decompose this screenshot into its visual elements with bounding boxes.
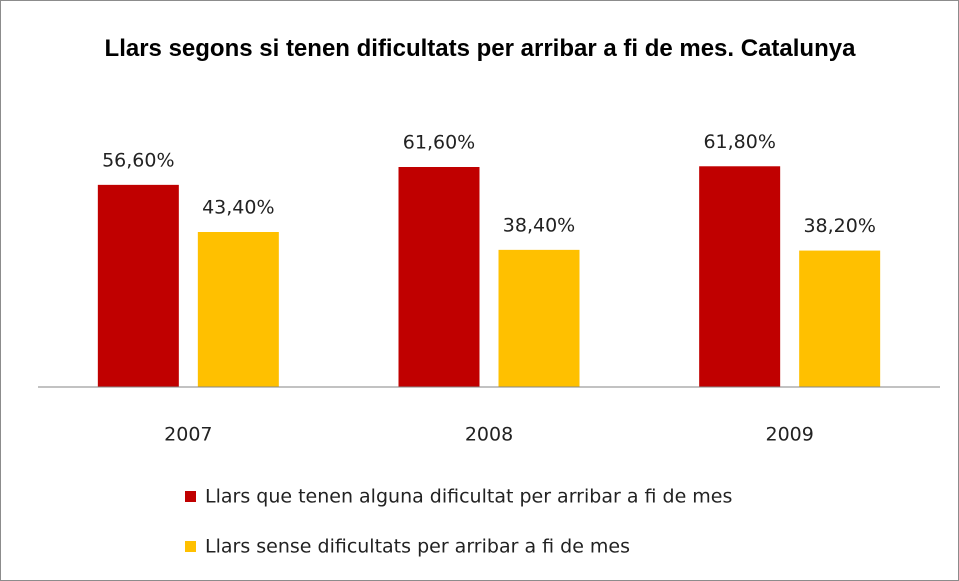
x-tick-label: 2009 bbox=[765, 424, 813, 446]
data-label: 43,40% bbox=[202, 197, 274, 219]
bar bbox=[398, 167, 480, 387]
bar bbox=[799, 250, 881, 387]
x-tick-label: 2007 bbox=[164, 424, 212, 446]
bar bbox=[97, 184, 179, 387]
data-label: 61,60% bbox=[403, 132, 475, 154]
data-label: 38,20% bbox=[803, 215, 875, 237]
legend-swatch bbox=[185, 491, 196, 502]
x-tick-label: 2008 bbox=[465, 424, 513, 446]
bar bbox=[699, 166, 781, 387]
bar bbox=[197, 232, 279, 387]
data-label: 56,60% bbox=[102, 149, 174, 171]
data-label: 61,80% bbox=[703, 131, 775, 153]
legend-label: Llars que tenen alguna dificultat per ar… bbox=[205, 486, 732, 508]
chart-title: Llars segons si tenen dificultats per ar… bbox=[104, 35, 856, 62]
legend-label: Llars sense dificultats per arribar a fi… bbox=[205, 536, 630, 558]
legend-swatch bbox=[185, 541, 196, 552]
bar bbox=[498, 249, 580, 387]
data-label: 38,40% bbox=[503, 214, 575, 236]
